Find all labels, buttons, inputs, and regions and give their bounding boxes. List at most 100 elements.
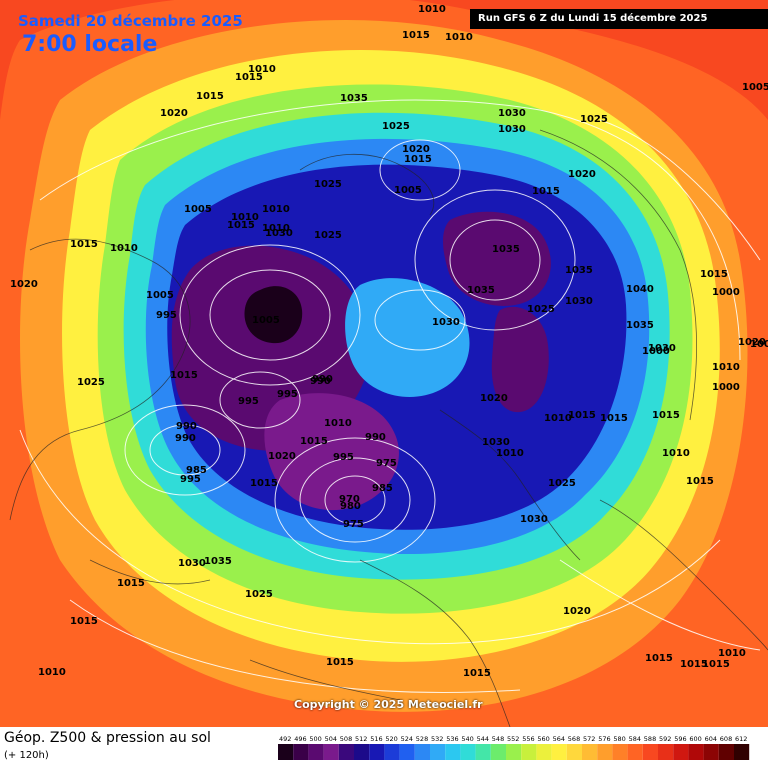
pressure-label: 1040 bbox=[626, 284, 654, 295]
legend-tick-label: 532 bbox=[431, 735, 443, 743]
pressure-label: 985 bbox=[372, 483, 393, 494]
legend-tick-label: 496 bbox=[294, 735, 306, 743]
pressure-label: 1020 bbox=[738, 337, 766, 348]
pressure-label: 1025 bbox=[245, 589, 273, 600]
pressure-label: 1025 bbox=[314, 230, 342, 241]
map-title: Géop. Z500 & pression au sol bbox=[4, 730, 211, 746]
legend-tick-label: 568 bbox=[568, 735, 580, 743]
pressure-label: 1015 bbox=[568, 410, 596, 421]
legend-tick-label: 536 bbox=[446, 735, 458, 743]
pressure-label: 975 bbox=[376, 458, 397, 469]
z500-low-siberia bbox=[443, 211, 551, 306]
isobars bbox=[19, 99, 761, 693]
legend-tick-label: 544 bbox=[477, 735, 489, 743]
legend-tick-label: 512 bbox=[355, 735, 367, 743]
legend-swatch bbox=[338, 744, 354, 760]
legend-swatch bbox=[536, 744, 552, 760]
pressure-label: 1000 bbox=[642, 346, 670, 357]
pressure-label: 1015 bbox=[404, 154, 432, 165]
pressure-label: 1025 bbox=[382, 121, 410, 132]
legend-swatch bbox=[658, 744, 674, 760]
legend-tick-label: 580 bbox=[613, 735, 625, 743]
legend-swatch bbox=[293, 744, 309, 760]
legend-swatch bbox=[521, 744, 537, 760]
legend-swatch bbox=[627, 744, 643, 760]
legend-tick-label: 608 bbox=[720, 735, 732, 743]
pressure-label: 1015 bbox=[652, 410, 680, 421]
pressure-label: 1010 bbox=[262, 223, 290, 234]
pressure-label: 1015 bbox=[680, 659, 708, 670]
pressure-label: 1005 bbox=[146, 290, 174, 301]
legend-tick-label: 600 bbox=[689, 735, 701, 743]
forecast-time: 7:00 locale bbox=[22, 32, 158, 57]
pressure-label: 1010 bbox=[248, 64, 276, 75]
legend-tick-label: 516 bbox=[370, 735, 382, 743]
pressure-label: 1015 bbox=[170, 370, 198, 381]
legend-tick-label: 572 bbox=[583, 735, 595, 743]
pressure-label: 1015 bbox=[117, 578, 145, 589]
pressure-label: 995 bbox=[156, 310, 177, 321]
legend-tick-label: 500 bbox=[309, 735, 321, 743]
pressure-label: 1015 bbox=[70, 616, 98, 627]
z500-ridge-arctic bbox=[345, 278, 470, 397]
pressure-label: 1015 bbox=[463, 668, 491, 679]
legend-swatch bbox=[718, 744, 734, 760]
pressure-label: 1010 bbox=[445, 32, 473, 43]
pressure-label: 1025 bbox=[580, 114, 608, 125]
legend-tick-label: 548 bbox=[492, 735, 504, 743]
color-scale-legend: 492 496 500 504 508 512 516 520 524 528 532 536 540 5… bbox=[278, 735, 750, 760]
legend-tick-label: 592 bbox=[659, 735, 671, 743]
legend-swatch bbox=[475, 744, 491, 760]
pressure-label: 1020 bbox=[10, 279, 38, 290]
pressure-label: 1015 bbox=[196, 91, 224, 102]
legend-tick-label: 612 bbox=[735, 735, 747, 743]
pressure-label: 1015 bbox=[250, 478, 278, 489]
pressure-label: 1005 bbox=[184, 204, 212, 215]
legend-tick-label: 560 bbox=[537, 735, 549, 743]
pressure-label: 1015 bbox=[686, 476, 714, 487]
pressure-label: 1005 bbox=[394, 185, 422, 196]
legend-tick-label: 604 bbox=[705, 735, 717, 743]
legend-tick-label: 584 bbox=[629, 735, 641, 743]
pressure-label: 990 bbox=[365, 432, 386, 443]
pressure-label: 995 bbox=[333, 452, 354, 463]
pressure-label: 1030 bbox=[432, 317, 460, 328]
pressure-label: 1010 bbox=[662, 448, 690, 459]
legend-tick-label: 504 bbox=[325, 735, 337, 743]
pressure-label: 1015 bbox=[702, 659, 730, 670]
legend-tick-label: 596 bbox=[674, 735, 686, 743]
pressure-label: 990 bbox=[176, 421, 197, 432]
legend-tick-label: 588 bbox=[644, 735, 656, 743]
pressure-label: 1015 bbox=[532, 186, 560, 197]
legend-tick-label: 520 bbox=[385, 735, 397, 743]
pressure-label: 1020 bbox=[160, 108, 188, 119]
pressure-label: 1010 bbox=[712, 362, 740, 373]
copyright-text: Copyright © 2025 Meteociel.fr bbox=[294, 698, 483, 711]
legend-swatch bbox=[642, 744, 658, 760]
map-subtitle: (+ 120h) bbox=[4, 750, 49, 761]
pressure-label: 1020 bbox=[268, 451, 296, 462]
pressure-label: 995 bbox=[180, 474, 201, 485]
pressure-label: 1025 bbox=[527, 304, 555, 315]
legend-swatch bbox=[551, 744, 567, 760]
pressure-label: 1015 bbox=[235, 72, 263, 83]
legend-swatch bbox=[566, 744, 582, 760]
pressure-label: 1020 bbox=[480, 393, 508, 404]
pressure-label: 1015 bbox=[700, 269, 728, 280]
legend-swatch bbox=[384, 744, 400, 760]
pressure-label: 1020 bbox=[563, 606, 591, 617]
pressure-label: 1015 bbox=[326, 657, 354, 668]
pressure-label: 1025 bbox=[314, 179, 342, 190]
legend-swatch bbox=[688, 744, 704, 760]
pressure-label: 1010 bbox=[496, 448, 524, 459]
legend-tick-label: 524 bbox=[401, 735, 413, 743]
legend-swatch bbox=[308, 744, 324, 760]
pressure-label: 1010 bbox=[38, 667, 66, 678]
legend-tick-label: 528 bbox=[416, 735, 428, 743]
pressure-label: 1005 bbox=[252, 315, 280, 326]
pressure-label: 1035 bbox=[492, 244, 520, 255]
pressure-label: 975 bbox=[343, 519, 364, 530]
forecast-date: Samedi 20 décembre 2025 bbox=[18, 12, 243, 30]
